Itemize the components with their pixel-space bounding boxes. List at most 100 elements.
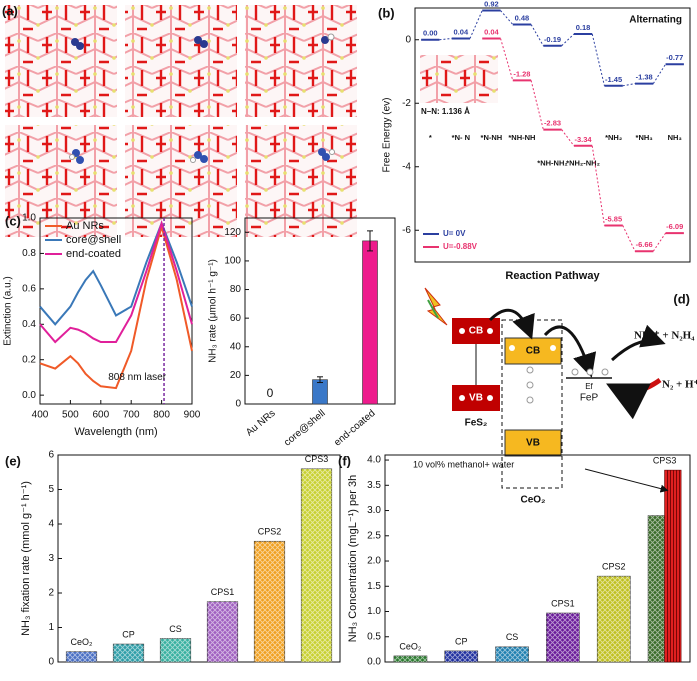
x-tick-label: 600 (92, 410, 109, 421)
inset-structure (420, 55, 498, 103)
annotation: 808 nm laser (108, 372, 166, 383)
y-tick-label: 3.0 (367, 505, 381, 516)
plot-frame (414, 7, 691, 263)
legend-label: Au NRs (66, 220, 104, 232)
hatch (444, 650, 478, 662)
data-label: -1.38 (636, 73, 653, 82)
panel-label: (b) (378, 5, 395, 20)
y-tick-label: 60 (230, 313, 242, 324)
y-tick-label: 0.8 (22, 248, 36, 259)
y-tick-label: 6 (48, 450, 54, 461)
x-category-label: CPS2 (258, 527, 282, 537)
data-label: 0.48 (515, 13, 530, 22)
hatch (546, 613, 580, 662)
plot-frame (39, 217, 193, 405)
data-label: 0 (267, 386, 274, 400)
spectrum-line (39, 223, 193, 390)
panel-label: (a) (2, 3, 18, 18)
annotation: N–N: 1.136 Å (421, 107, 470, 116)
x-category-label: * (429, 133, 432, 142)
connector (622, 83, 636, 87)
band-label: VB (469, 393, 483, 404)
data-label: -6.66 (636, 240, 653, 249)
data-label: -5.85 (605, 214, 622, 223)
data-label: 0.18 (576, 23, 591, 32)
structure-panel (5, 5, 357, 237)
data-label: -2.83 (544, 119, 561, 128)
hatch (254, 541, 285, 662)
bar (362, 240, 378, 405)
y-axis-label: NH₃ fixation rate (mmol g⁻¹ h⁻¹) (20, 481, 32, 636)
plot-frame (384, 454, 691, 663)
x-category-label: CPS1 (551, 598, 575, 608)
connector (530, 80, 544, 130)
connector (439, 37, 452, 41)
y-tick-label: 0.6 (22, 283, 36, 294)
y-tick-label: 0.0 (22, 390, 36, 401)
x-category-label: Au NRs (244, 408, 277, 439)
band-label: CB (526, 346, 540, 357)
reactant-label: N₂ + H⁺ (662, 379, 697, 391)
y-tick-label: 5 (48, 484, 54, 495)
x-tick-label: 400 (32, 410, 49, 421)
y-tick-label: -2 (402, 98, 411, 109)
material-label: FeS₂ (465, 418, 488, 429)
x-category-label: CeO₂ (399, 641, 422, 651)
panel-label: (f) (338, 453, 351, 468)
y-tick-label: 4.0 (367, 455, 381, 466)
y-tick-label: 40 (230, 341, 242, 352)
y-tick-label: 120 (224, 227, 241, 238)
data-label: -6.09 (666, 222, 683, 231)
y-tick-label: 0.2 (22, 354, 36, 365)
product-label: NH₄⁺ + N₂H₄ (634, 330, 695, 342)
x-tick-label: 800 (153, 410, 170, 421)
x-category-label: *N- N (452, 133, 470, 142)
y-tick-label: 3.5 (367, 480, 381, 491)
hatch (597, 576, 631, 662)
y-tick-label: 4 (48, 519, 54, 530)
band-label: VB (526, 438, 540, 449)
y-tick-label: 0 (405, 34, 411, 45)
x-category-label: CS (169, 624, 182, 634)
panel-label: (d) (673, 291, 690, 306)
y-axis-label: Free Energy (ev) (382, 97, 393, 172)
connector (500, 38, 514, 81)
x-category-label: *NH-NH₂ (537, 159, 567, 168)
y-tick-label: 1.5 (367, 581, 381, 592)
x-category-label: *NH₂ (605, 133, 622, 142)
y-tick-label: 0 (235, 399, 241, 410)
x-category-label: end-coated (332, 408, 377, 449)
y-tick-label: 3 (48, 553, 54, 564)
hatch (495, 646, 529, 662)
connector (561, 33, 575, 47)
legend-label: end-coated (66, 248, 121, 260)
panel-label: (c) (5, 213, 21, 228)
x-axis-label: Reaction Pathway (505, 270, 600, 282)
y-axis-label: Extinction (a.u.) (3, 276, 14, 345)
connector (469, 10, 483, 39)
hatch (113, 644, 144, 662)
x-category-label: CP (455, 636, 468, 646)
band-label: CB (469, 326, 483, 337)
x-category-label: core@shell (282, 408, 328, 449)
x-category-label: CPS3 (305, 454, 329, 464)
legend-label: U= 0V (443, 229, 466, 238)
y-tick-label: 0.5 (367, 631, 381, 642)
data-label: -3.34 (575, 135, 593, 144)
material-label: FeP (580, 393, 599, 404)
legend-label: core@shell (66, 234, 121, 246)
spectrum-line (39, 220, 193, 344)
hatch (648, 515, 665, 662)
hatch (207, 601, 238, 662)
x-category-label: CPS2 (602, 562, 626, 572)
x-category-label: CPS1 (211, 587, 235, 597)
x-tick-label: 900 (184, 410, 201, 421)
y-tick-label: 0 (48, 657, 54, 668)
x-category-label: CP (122, 629, 135, 639)
x-category-label: *N-NH (481, 133, 503, 142)
y-tick-label: 0.4 (22, 319, 36, 330)
connector (652, 63, 666, 84)
data-label: 0.00 (423, 29, 438, 38)
